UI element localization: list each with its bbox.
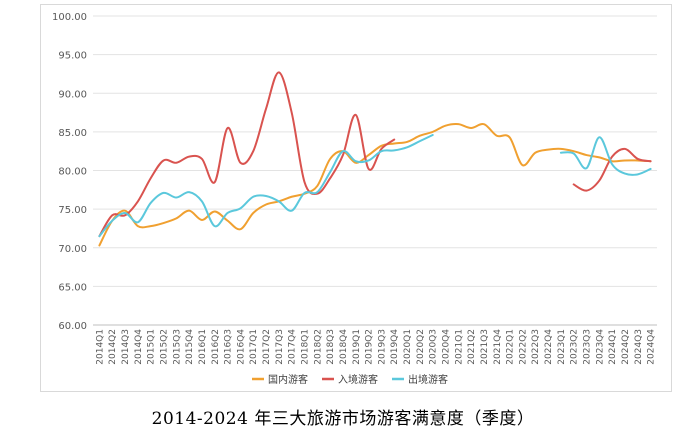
series-line-3	[559, 136, 652, 176]
y-tick-label: 80.00	[58, 167, 87, 178]
x-tick-label: 2020Q3	[429, 329, 439, 365]
x-tick-label: 2020Q1	[403, 329, 413, 365]
y-tick-label: 70.00	[58, 244, 87, 255]
y-tick-label: 75.00	[58, 205, 87, 216]
x-tick-label: 2016Q3	[224, 329, 234, 365]
x-tick-label: 2022Q2	[518, 329, 528, 365]
x-tick-label: 2022Q4	[544, 329, 554, 365]
x-tick-label: 2016Q4	[236, 329, 246, 365]
x-tick-label: 2016Q1	[198, 329, 208, 365]
x-tick-label: 2018Q1	[301, 329, 311, 365]
x-tick-label: 2014Q4	[134, 329, 144, 365]
x-tick-label: 2016Q2	[211, 329, 221, 365]
x-tick-label: 2014Q3	[121, 329, 131, 365]
x-tick-label: 2021Q3	[480, 329, 490, 365]
x-tick-label: 2018Q2	[313, 329, 323, 365]
x-tick-label: 2014Q2	[108, 329, 118, 365]
series-lines	[98, 71, 652, 247]
legend-label: 出境游客	[408, 373, 448, 386]
x-tick-label: 2017Q1	[249, 329, 259, 365]
y-tick-label: 95.00	[58, 51, 87, 62]
x-tick-label: 2021Q2	[467, 329, 477, 365]
y-axis-tick-labels: 60.00 65.00 70.00 75.00 80.00 85.00 90.00 95.00…	[52, 12, 87, 332]
chart-caption: 2014-2024 年三大旅游市场游客满意度（季度）	[151, 409, 535, 429]
x-tick-label: 2019Q3	[377, 329, 387, 365]
x-tick-label: 2024Q1	[608, 329, 618, 365]
x-tick-label: 2018Q4	[339, 329, 349, 365]
series-line-2	[572, 147, 652, 192]
x-tick-label: 2015Q1	[147, 329, 157, 365]
x-tick-label: 2017Q3	[275, 329, 285, 365]
x-tick-label: 2019Q4	[390, 329, 400, 365]
y-tick-label: 60.00	[58, 321, 87, 332]
x-tick-label: 2015Q3	[172, 329, 182, 365]
y-tick-label: 100.00	[52, 12, 87, 23]
series-line-1	[98, 122, 652, 247]
x-tick-label: 2023Q4	[595, 329, 605, 365]
series-line-2	[98, 71, 396, 238]
chart-frame: 60.00 65.00 70.00 75.00 80.00 85.00 90.00 95.00…	[40, 4, 672, 392]
x-tick-label: 2024Q4	[647, 329, 657, 365]
legend: 国内游客 入境游客 出境游客	[252, 373, 448, 386]
x-tick-label: 2021Q1	[454, 329, 464, 365]
x-tick-label: 2014Q1	[95, 329, 105, 365]
x-tick-label: 2020Q4	[442, 329, 452, 365]
x-tick-label: 2021Q4	[493, 329, 503, 365]
x-tick-label: 2024Q3	[634, 329, 644, 365]
x-tick-label: 2023Q2	[570, 329, 580, 365]
line-chart: 60.00 65.00 70.00 75.00 80.00 85.00 90.00 95.00…	[52, 12, 657, 386]
x-tick-label: 2018Q3	[326, 329, 336, 365]
x-tick-label: 2020Q2	[416, 329, 426, 365]
x-tick-label: 2019Q2	[365, 329, 375, 365]
x-tick-label: 2024Q2	[621, 329, 631, 365]
x-tick-label: 2015Q2	[160, 329, 170, 365]
x-tick-label: 2023Q3	[583, 329, 593, 365]
legend-label: 国内游客	[268, 373, 308, 386]
y-tick-label: 85.00	[58, 128, 87, 139]
x-tick-label: 2023Q1	[557, 329, 567, 365]
x-tick-label: 2017Q4	[288, 329, 298, 365]
x-tick-label: 2022Q3	[531, 329, 541, 365]
x-tick-label: 2019Q1	[352, 329, 362, 365]
x-tick-label: 2017Q2	[262, 329, 272, 365]
y-tick-label: 65.00	[58, 282, 87, 293]
x-tick-label: 2015Q4	[185, 329, 195, 365]
x-axis-tick-labels: 2014Q1 2014Q2 2014Q3 2014Q4 2015Q1 2015Q2 2015…	[95, 329, 656, 365]
y-tick-label: 90.00	[58, 89, 87, 100]
grid-lines	[93, 15, 657, 326]
series-line-3	[98, 133, 434, 238]
x-tick-label: 2022Q1	[506, 329, 516, 365]
legend-label: 入境游客	[338, 373, 378, 386]
